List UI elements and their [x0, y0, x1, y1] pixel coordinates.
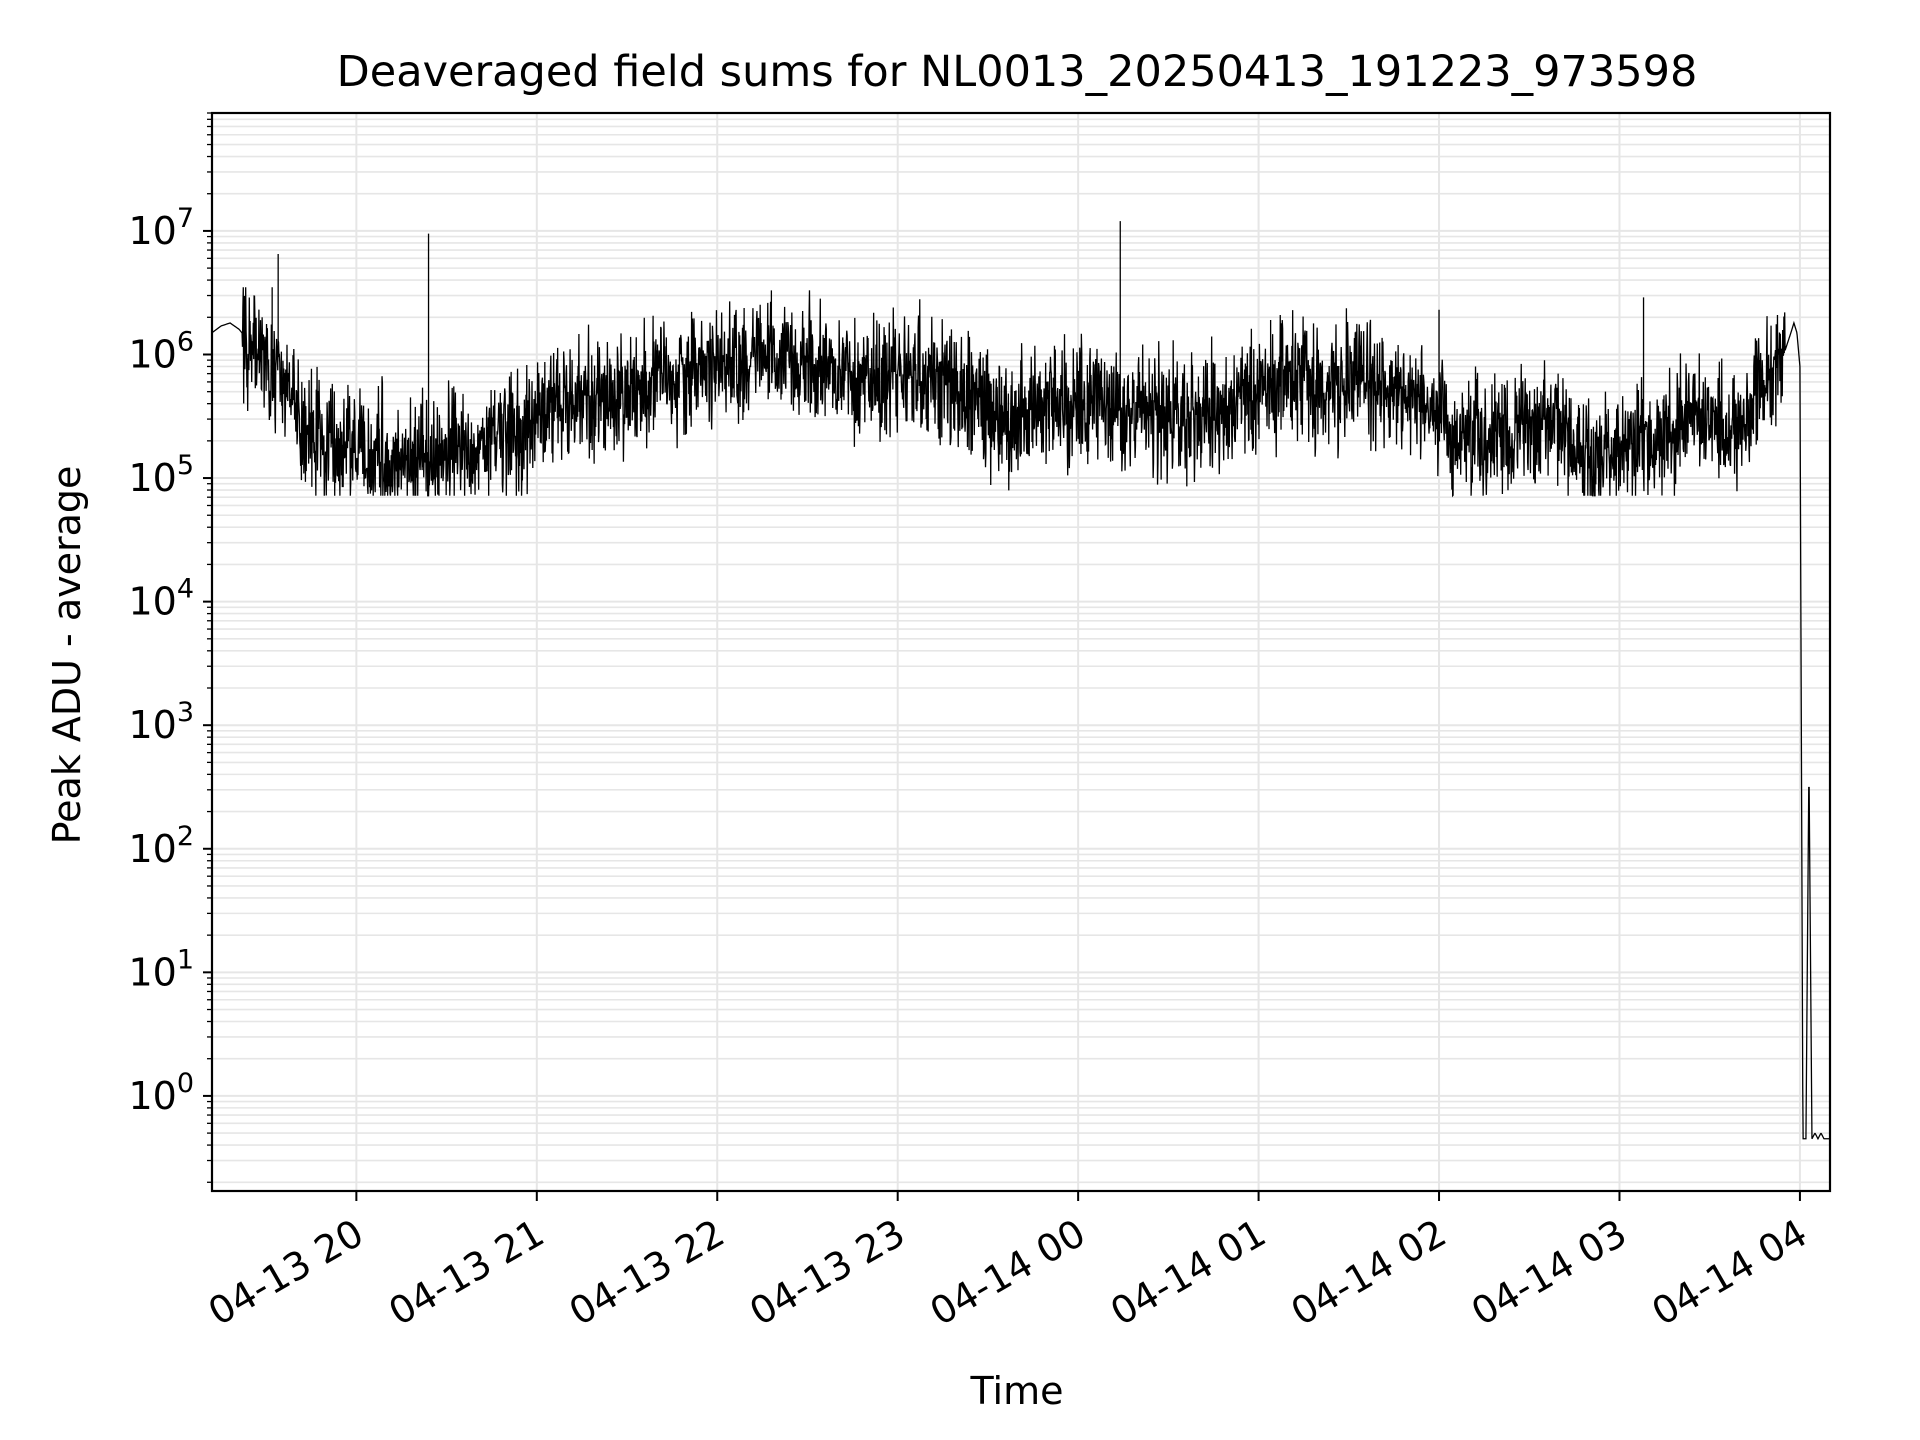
- x-axis-label: Time: [970, 1369, 1064, 1413]
- y-tick-base: 10: [128, 827, 176, 871]
- x-tick-label: 04-14 01: [1103, 1211, 1273, 1335]
- y-tick-label: 102: [128, 821, 194, 871]
- y-tick-base: 10: [128, 950, 176, 994]
- y-tick-exponent: 0: [177, 1068, 194, 1099]
- x-tick-label: 04-14 02: [1284, 1211, 1454, 1335]
- grid: [212, 112, 1830, 1191]
- y-tick-base: 10: [128, 580, 176, 624]
- plot-frame: [210, 111, 1832, 1193]
- y-tick-label: 106: [128, 326, 194, 376]
- y-tick-label: 104: [128, 574, 194, 624]
- y-tick-label: 107: [128, 203, 194, 253]
- x-tick-label: 04-14 03: [1464, 1211, 1634, 1335]
- x-tick-label: 04-14 04: [1644, 1211, 1814, 1335]
- y-tick-exponent: 7: [177, 203, 194, 234]
- y-tick-base: 10: [128, 703, 176, 747]
- series-line: [211, 221, 1830, 1141]
- y-tick-exponent: 5: [177, 450, 194, 481]
- y-tick-base: 10: [128, 332, 176, 376]
- y-tick-label: 101: [128, 944, 194, 994]
- x-tick-label: 04-13 21: [381, 1211, 551, 1335]
- y-tick-label: 103: [128, 697, 194, 747]
- y-tick-label: 105: [128, 450, 194, 500]
- x-tick-label: 04-13 22: [562, 1211, 732, 1335]
- chart-title: Deaveraged field sums for NL0013_2025041…: [337, 47, 1698, 97]
- y-tick-exponent: 1: [177, 944, 194, 975]
- y-tick-label: 100: [128, 1068, 194, 1118]
- y-tick-exponent: 3: [177, 697, 194, 728]
- y-tick-base: 10: [128, 456, 176, 500]
- y-tick-exponent: 6: [177, 326, 194, 357]
- y-tick-exponent: 4: [177, 574, 194, 605]
- y-tick-exponent: 2: [177, 821, 194, 852]
- series-layer: [211, 221, 1830, 1141]
- x-tick-label: 04-13 23: [742, 1211, 912, 1335]
- y-tick-base: 10: [128, 1074, 176, 1118]
- y-axis-label: Peak ADU - average: [45, 466, 89, 845]
- x-tick-label: 04-14 00: [923, 1211, 1093, 1335]
- y-tick-base: 10: [128, 209, 176, 253]
- x-tick-label: 04-13 20: [201, 1211, 371, 1335]
